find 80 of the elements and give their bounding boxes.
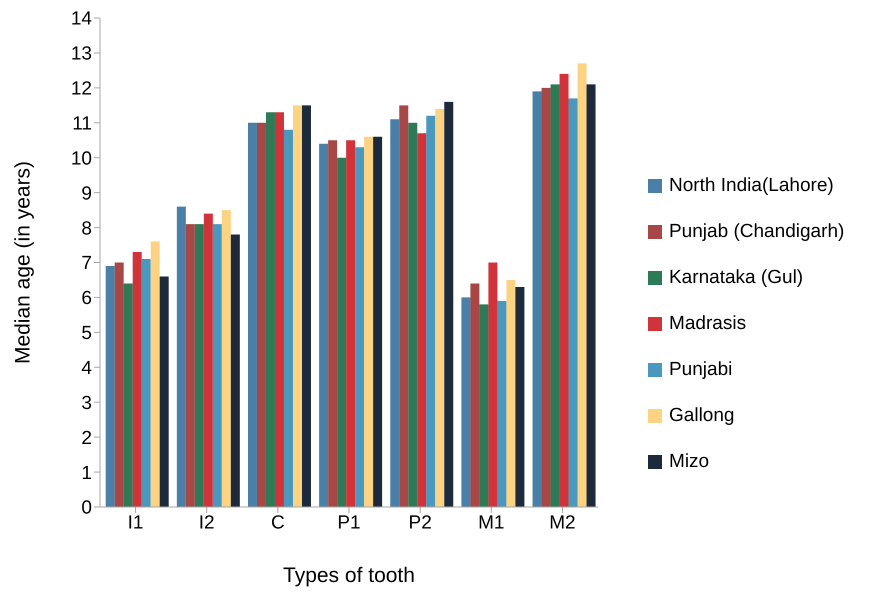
bar	[328, 140, 338, 507]
bar	[506, 280, 516, 507]
legend-label: Punjabi	[669, 358, 732, 380]
bar	[435, 108, 444, 507]
bar	[470, 283, 480, 507]
bar	[160, 276, 169, 507]
bar	[114, 262, 124, 507]
bar	[274, 112, 284, 507]
y-tick-label: 2	[81, 428, 92, 449]
x-tick-label: I2	[198, 512, 215, 534]
bar	[461, 297, 470, 507]
y-tick-label: 1	[81, 462, 92, 484]
x-tick-label: P2	[408, 512, 432, 534]
x-axis-title: Types of tooth	[283, 564, 415, 587]
bar	[444, 102, 454, 507]
legend-label: Mizo	[669, 450, 710, 472]
y-tick-label: 4	[81, 358, 92, 380]
bar	[124, 283, 133, 507]
bar	[479, 304, 488, 507]
bar	[337, 158, 346, 507]
bar	[568, 98, 578, 507]
x-tick-label: M2	[549, 512, 576, 534]
y-tick-label: 9	[81, 183, 92, 204]
y-tick-label: 8	[81, 218, 92, 240]
y-tick-label: 3	[81, 392, 92, 414]
bar	[488, 262, 498, 507]
y-tick-label: 14	[70, 8, 92, 30]
bar	[399, 105, 408, 507]
bar	[212, 224, 222, 507]
bar	[230, 234, 240, 507]
y-tick-label: 7	[81, 253, 92, 274]
x-tick-label: M1	[478, 512, 504, 534]
bar	[142, 259, 151, 507]
y-tick-label: 12	[70, 78, 92, 100]
legend-label: Punjab (Chandigarh)	[669, 220, 844, 242]
bar	[176, 206, 186, 507]
x-tick-label: P1	[337, 512, 361, 534]
bar	[408, 122, 418, 507]
bar	[292, 105, 302, 507]
bar	[497, 300, 506, 507]
legend-label: North India(Lahore)	[669, 174, 834, 196]
bar	[542, 88, 551, 507]
bar	[248, 122, 257, 507]
bar	[106, 266, 115, 507]
bar	[256, 122, 266, 507]
bar	[150, 242, 160, 507]
bar	[417, 133, 426, 507]
bar	[364, 136, 374, 507]
bar	[550, 84, 560, 507]
y-axis-title: Median age (in years)	[11, 160, 34, 364]
bar	[560, 74, 569, 507]
x-tick-label: I1	[128, 512, 144, 534]
bar	[194, 224, 204, 507]
bar	[132, 252, 142, 507]
bar	[515, 286, 524, 507]
bar	[532, 91, 542, 507]
y-tick-label: 13	[70, 44, 92, 65]
legend-label: Karnataka (Gul)	[669, 266, 804, 288]
y-tick-label: 5	[81, 323, 92, 344]
bar	[346, 140, 356, 507]
bar	[355, 147, 364, 507]
y-tick-label: 10	[70, 148, 92, 170]
y-tick-label: 0	[81, 498, 92, 519]
bar	[266, 112, 275, 507]
bar	[186, 224, 195, 507]
bar	[578, 63, 587, 507]
x-tick-label: C	[270, 512, 285, 534]
y-tick-label: 6	[81, 288, 92, 310]
bar	[319, 144, 328, 507]
bar	[302, 105, 311, 507]
bar	[426, 116, 436, 507]
bar	[390, 119, 400, 507]
bar	[204, 214, 213, 507]
y-tick-label: 11	[72, 114, 92, 135]
bar	[586, 84, 596, 507]
legend-label: Madrasis	[669, 312, 746, 334]
bar	[222, 210, 231, 507]
bar	[284, 130, 293, 507]
bar	[373, 136, 382, 507]
legend-label: Gallong	[669, 404, 734, 426]
